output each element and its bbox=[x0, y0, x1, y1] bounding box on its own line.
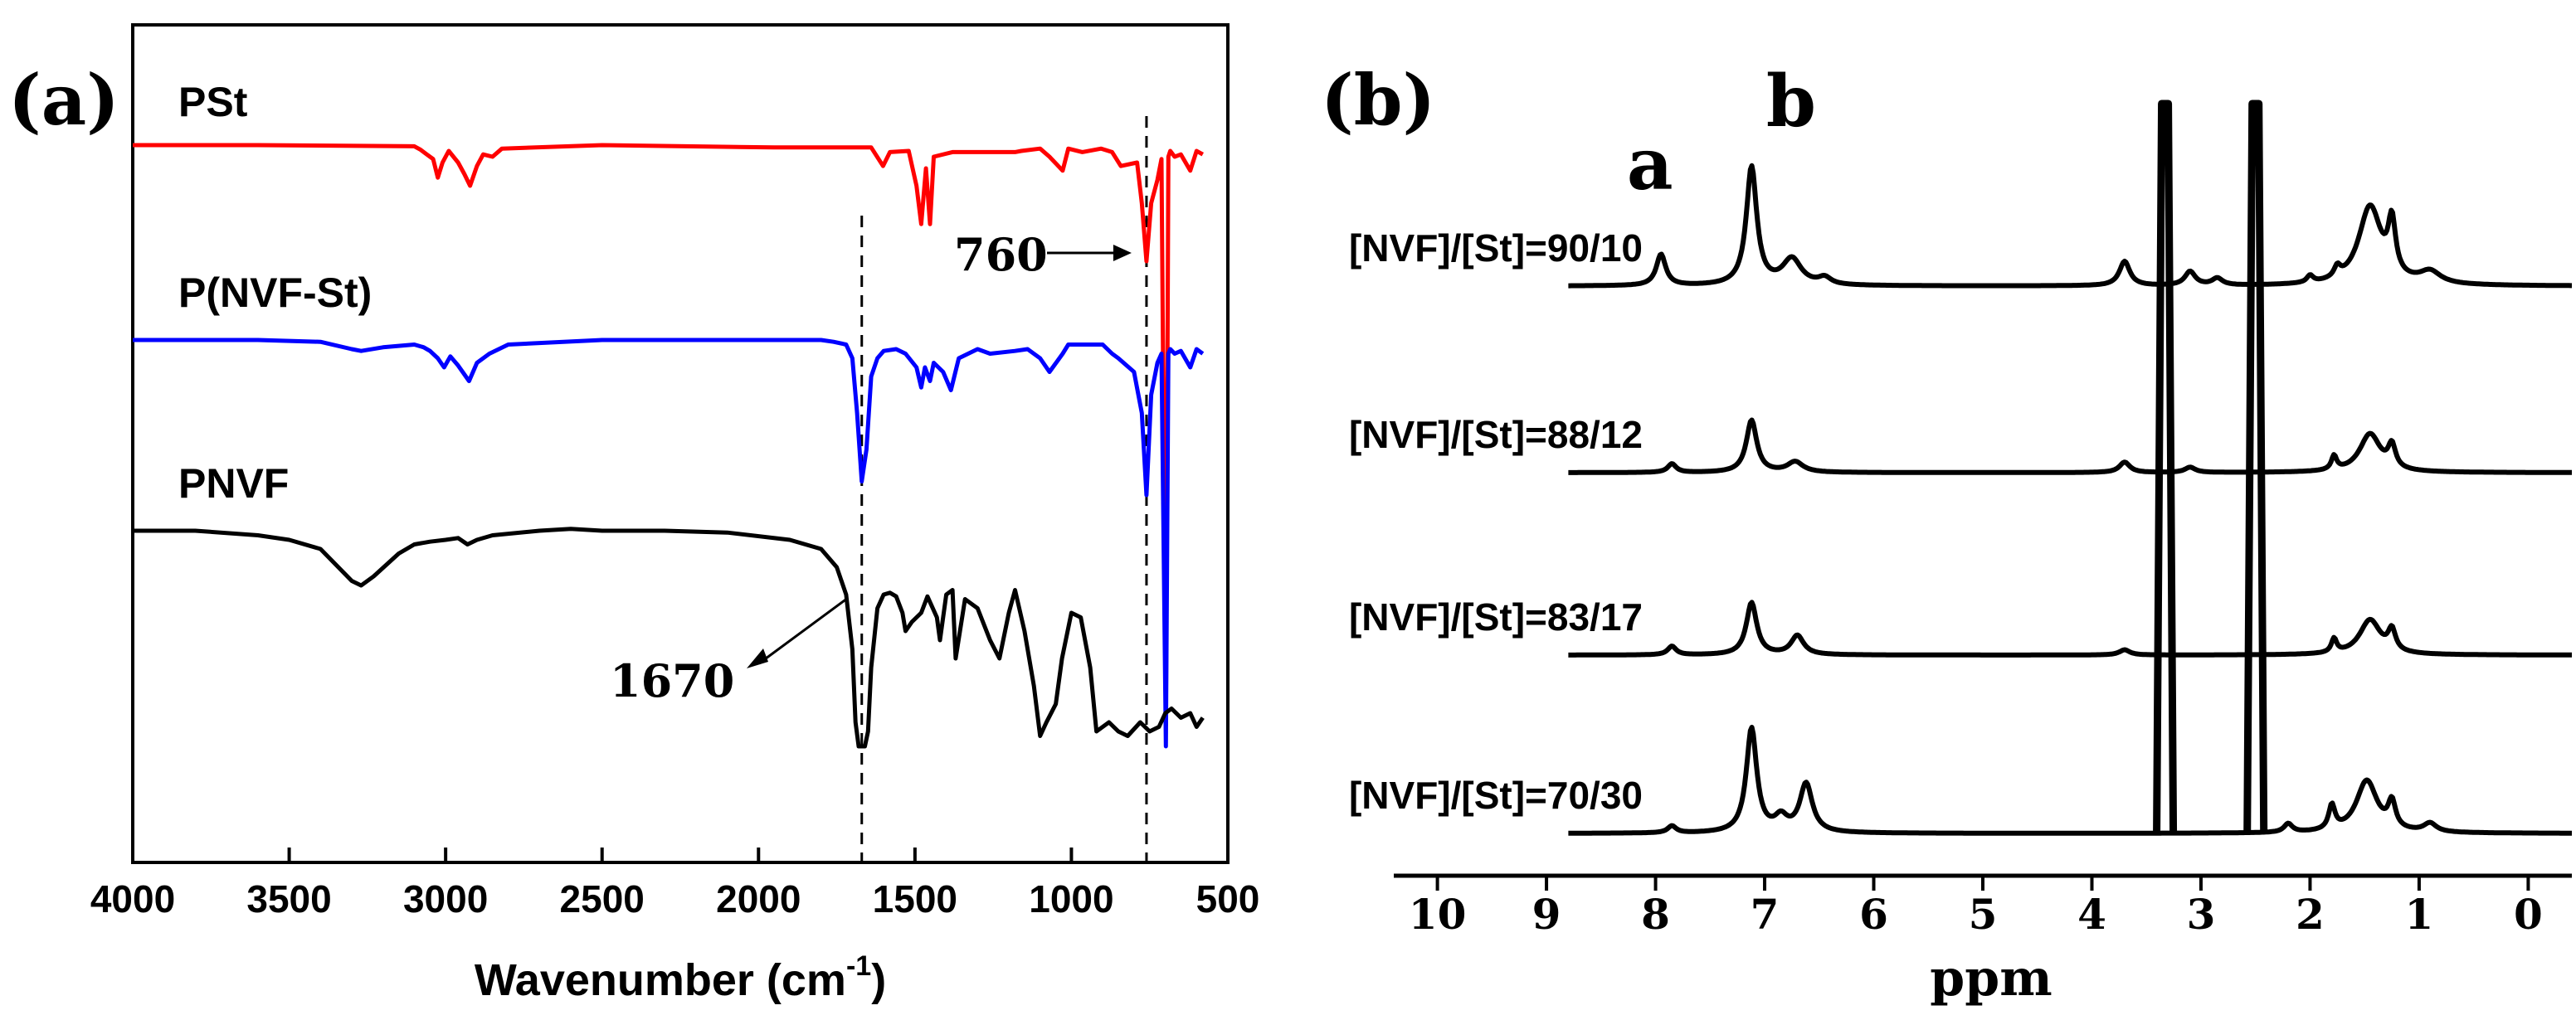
panel-b-nmr-chart: (b) [NVF]/[St]=90/10[NVF]/[St]=88/12[NVF… bbox=[1321, 59, 2574, 1008]
x-tick-label: 3000 bbox=[403, 877, 488, 920]
series-line-1 bbox=[133, 338, 1205, 749]
panel-b-x-ticks: 10 9 8 7 6 5 4 3 2 1 0 bbox=[1409, 876, 2543, 939]
arrowhead bbox=[1113, 245, 1132, 261]
arrowhead bbox=[747, 648, 768, 668]
panel-a-x-ticks: 4000 3500 3000 2500 2000 1500 1000 500 bbox=[90, 848, 1260, 920]
panel-a-x-axis-label: Wavenumber (cm-1) bbox=[475, 950, 886, 1005]
panel-a-label: (a) bbox=[8, 59, 119, 141]
panel-a-series-labels: PSt P(NVF-St) PNVF bbox=[178, 79, 372, 507]
x-tick-label: 9 bbox=[1532, 890, 1561, 939]
x-tick-label: 4 bbox=[2077, 890, 2106, 939]
nmr-spectrum-line-0 bbox=[1567, 163, 2574, 289]
panel-a-series bbox=[133, 143, 1205, 749]
x-tick-label: 6 bbox=[1859, 890, 1888, 939]
series-label: [NVF]/[St]=70/30 bbox=[1349, 774, 1643, 817]
panel-b-series bbox=[1567, 100, 2574, 836]
series-label: [NVF]/[St]=83/17 bbox=[1349, 595, 1643, 639]
annotation-1670: 1670 bbox=[610, 654, 734, 707]
x-tick-label: 1000 bbox=[1029, 877, 1113, 920]
series-label: [NVF]/[St]=88/12 bbox=[1349, 413, 1643, 456]
panel-a-annotations: 760 1670 bbox=[610, 228, 1132, 707]
x-tick-label: 3500 bbox=[246, 877, 331, 920]
x-tick-label: 3 bbox=[2187, 890, 2216, 939]
x-tick-label: 7 bbox=[1751, 890, 1780, 939]
annotation-760: 760 bbox=[954, 228, 1048, 281]
panel-a-plot-frame bbox=[131, 23, 1230, 864]
panel-b-peak-labels: ab bbox=[1627, 60, 1816, 206]
x-tick-label: 5 bbox=[1969, 890, 1998, 939]
panel-b-x-axis-label: ppm bbox=[1930, 950, 2052, 1008]
x-tick-label: 4000 bbox=[90, 877, 175, 920]
solvent-peak bbox=[2153, 100, 2178, 834]
x-tick-label: 0 bbox=[2514, 890, 2543, 939]
series-line-2 bbox=[133, 527, 1205, 749]
x-tick-label: 10 bbox=[1409, 890, 1467, 939]
nmr-spectrum-line-2 bbox=[1567, 600, 2574, 658]
nmr-spectrum-line-3 bbox=[1567, 725, 2574, 836]
panel-b-label: (b) bbox=[1321, 59, 1435, 141]
solvent-peak bbox=[2243, 100, 2268, 834]
series-label: [NVF]/[St]=90/10 bbox=[1349, 226, 1643, 270]
series-label: P(NVF-St) bbox=[178, 270, 372, 316]
nmr-spectrum-line-1 bbox=[1567, 417, 2574, 475]
x-tick-label: 500 bbox=[1196, 877, 1260, 920]
peak-label-b: b bbox=[1766, 60, 1816, 143]
x-tick-label: 8 bbox=[1641, 890, 1670, 939]
annotation-arrow bbox=[758, 597, 848, 665]
series-line-0 bbox=[133, 143, 1205, 728]
series-label: PSt bbox=[178, 79, 248, 125]
panel-b-series-labels: [NVF]/[St]=90/10 [NVF]/[St]=88/12 [NVF]/[S… bbox=[1349, 226, 1643, 817]
x-tick-label: 2500 bbox=[560, 877, 645, 920]
series-label: PNVF bbox=[178, 460, 289, 507]
x-tick-label: 2000 bbox=[716, 877, 801, 920]
x-tick-label: 1 bbox=[2405, 890, 2434, 939]
x-tick-label: 1500 bbox=[873, 877, 957, 920]
peak-label-a: a bbox=[1627, 123, 1673, 206]
panel-a-ftir-chart: (a) PSt P(NVF-St) PNVF 4000 3500 3000 2500 200… bbox=[8, 23, 1260, 1005]
x-tick-label: 2 bbox=[2296, 890, 2325, 939]
